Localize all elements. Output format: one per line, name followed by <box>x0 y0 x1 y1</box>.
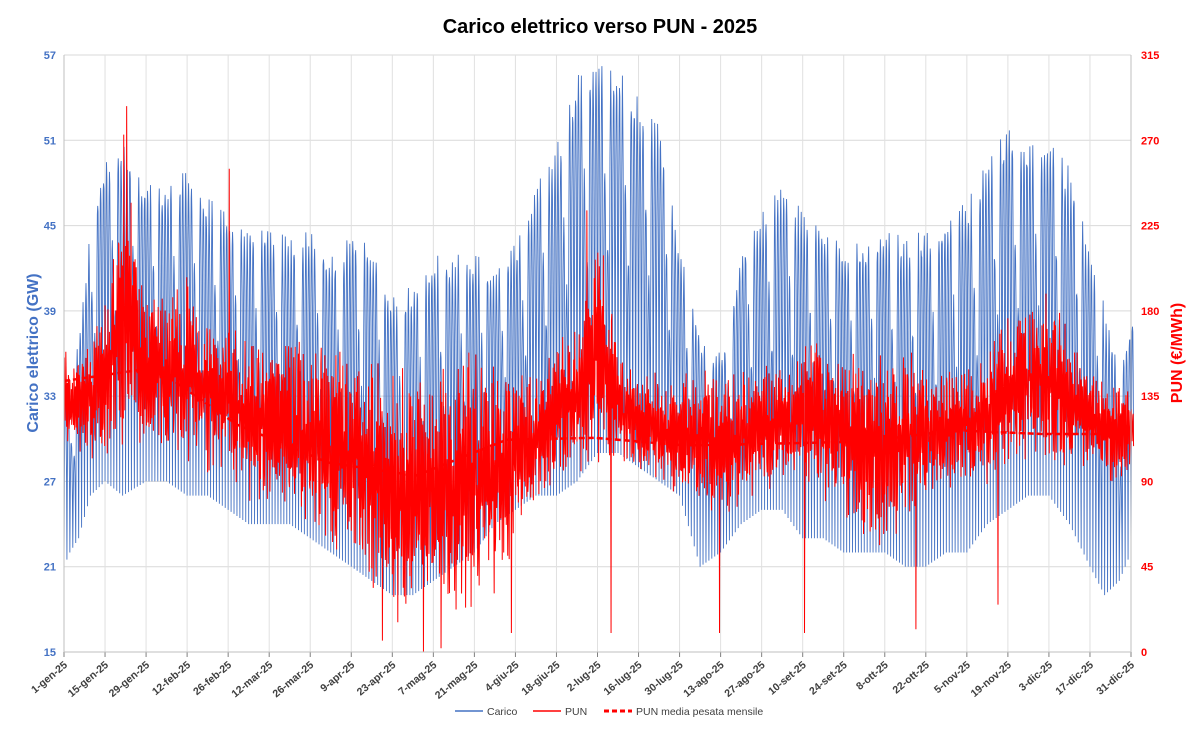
left-tick-label: 45 <box>44 221 56 233</box>
right-tick-label: 225 <box>1141 221 1159 233</box>
pun-line <box>63 106 1135 653</box>
right-tick-label: 45 <box>1141 562 1153 574</box>
legend-label: PUN <box>565 706 587 718</box>
legend-label: Carico <box>487 706 518 718</box>
left-tick-label: 51 <box>44 135 56 147</box>
legend-item: PUN <box>533 706 587 718</box>
chart-title: Carico elettrico verso PUN - 2025 <box>443 16 758 38</box>
legend-item: Carico <box>455 706 518 718</box>
left-tick-label: 21 <box>44 562 56 574</box>
left-axis-label: Carico elettrico (GW) <box>25 273 42 432</box>
right-tick-label: 180 <box>1141 306 1159 318</box>
left-tick-label: 15 <box>44 647 56 659</box>
carico-line <box>63 66 1135 596</box>
right-tick-label: 90 <box>1141 476 1153 488</box>
pun-monthly-average-line <box>63 366 1131 478</box>
right-axis-label: PUN (€/MWh) <box>1169 303 1186 403</box>
pun-series <box>63 106 1135 653</box>
right-tick-label: 135 <box>1141 391 1159 403</box>
right-tick-label: 315 <box>1141 50 1159 62</box>
right-tick-label: 270 <box>1141 135 1159 147</box>
pun-monthly-average-series <box>63 366 1131 478</box>
left-tick-label: 39 <box>44 306 56 318</box>
left-tick-label: 27 <box>44 476 56 488</box>
legend-item: PUN media pesata mensile <box>604 706 763 718</box>
right-tick-label: 0 <box>1141 647 1147 659</box>
left-tick-label: 33 <box>44 391 56 403</box>
legend: Carico PUN PUN media pesata mensile <box>455 706 763 718</box>
legend-label: PUN media pesata mensile <box>636 706 763 718</box>
left-tick-label: 57 <box>44 50 56 62</box>
carico-series <box>63 66 1135 596</box>
